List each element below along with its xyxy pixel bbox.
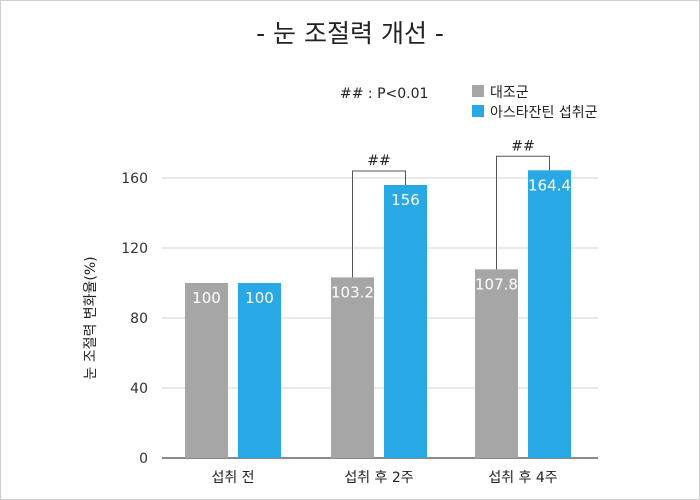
significance-bracket: [496, 155, 550, 270]
bars: [185, 170, 571, 459]
significance-note: ## : P<0.01: [340, 86, 428, 102]
bar-control: [475, 269, 518, 458]
labels: 0 40 80 120 160 100 100 섭취 전 103.2 156 섭취 후 2주 107.…: [121, 138, 571, 486]
legend-label-control: 대조군: [490, 85, 529, 101]
bar-value-label: 100: [192, 289, 221, 307]
y-axis-label: 눈 조절력 변화율(%): [83, 256, 99, 379]
y-tick-label: 160: [121, 171, 148, 187]
x-category-label: 섭취 후 4주: [488, 470, 557, 486]
legend-swatch-treatment: [472, 105, 484, 117]
bar-control: [331, 277, 374, 458]
bar-value-label: 107.8: [475, 275, 518, 293]
y-tick-label: 0: [139, 451, 148, 467]
bar-treatment: [384, 185, 427, 458]
significance-marker: ##: [511, 138, 534, 154]
significance-marker: ##: [367, 153, 390, 169]
bar-treatment: [238, 283, 281, 458]
y-tick-label: 120: [121, 241, 148, 257]
x-category-label: 섭취 전: [211, 470, 254, 486]
bar-value-label: 103.2: [331, 283, 374, 301]
bar-value-label: 164.4: [528, 176, 571, 194]
bar-control: [185, 283, 228, 458]
bar-value-label: 100: [245, 289, 274, 307]
significance-brackets: [352, 155, 550, 278]
legend-swatch-control: [472, 85, 484, 97]
bar-treatment: [528, 170, 571, 459]
chart-title: - 눈 조절력 개선 -: [256, 19, 444, 48]
x-category-label: 섭취 후 2주: [344, 470, 413, 486]
y-tick-label: 40: [130, 381, 148, 397]
gridlines: [162, 177, 598, 459]
y-tick-label: 80: [130, 311, 148, 327]
bar-value-label: 156: [391, 191, 420, 209]
significance-bracket: [352, 170, 406, 278]
legend-label-treatment: 아스타잔틴 섭취군: [490, 105, 598, 121]
